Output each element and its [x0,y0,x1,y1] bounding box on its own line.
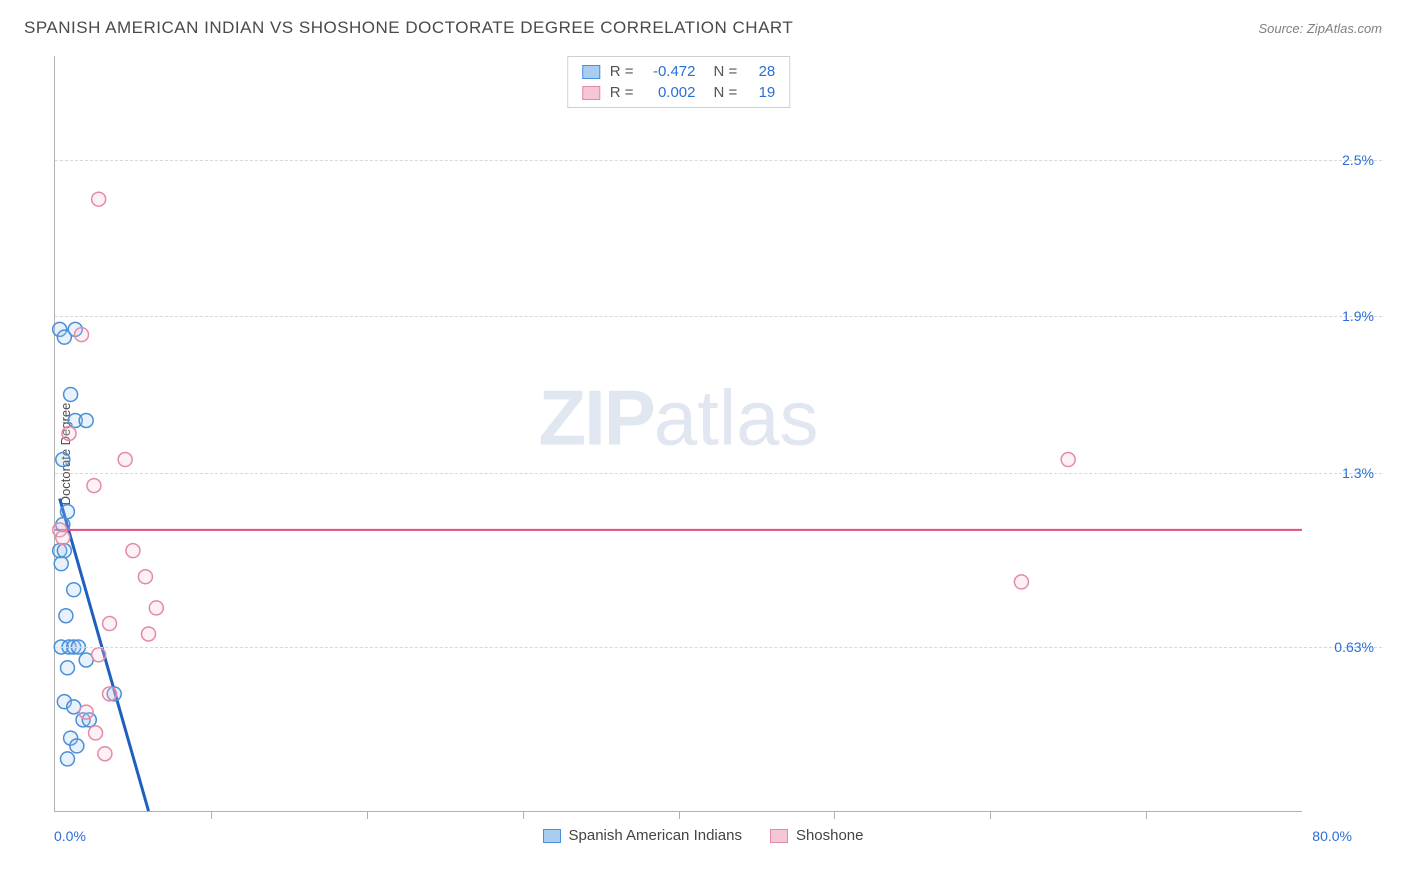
x-tick [834,811,835,819]
x-tick [1146,811,1147,819]
data-point [70,739,84,753]
gridline-h [55,647,1382,648]
data-point [59,609,73,623]
y-tick-label: 2.5% [1342,152,1374,168]
data-point [92,192,106,206]
gridline-h [55,316,1382,317]
data-point [1014,575,1028,589]
gridline-h [55,473,1382,474]
data-point [142,627,156,641]
data-point [92,648,106,662]
data-point [60,505,74,519]
x-tick [367,811,368,819]
legend-swatch [543,829,561,843]
data-point [79,413,93,427]
x-tick [990,811,991,819]
legend-item: Spanish American Indians [543,827,742,844]
chart-area: Doctorate Degree ZIPatlas R =-0.472N =28… [24,56,1382,852]
data-point [79,705,93,719]
data-point [57,544,71,558]
data-point [56,453,70,467]
x-tick [211,811,212,819]
data-point [60,661,74,675]
data-point [126,544,140,558]
legend-label: Spanish American Indians [569,827,742,844]
y-tick-label: 1.9% [1342,308,1374,324]
data-point [62,427,76,441]
x-tick [679,811,680,819]
data-point [64,387,78,401]
y-tick-label: 0.63% [1334,639,1374,655]
source-attribution: Source: ZipAtlas.com [1258,21,1382,36]
data-point [54,557,68,571]
data-point [118,453,132,467]
scatter-svg [55,56,1302,811]
chart-title: SPANISH AMERICAN INDIAN VS SHOSHONE DOCT… [24,18,793,38]
gridline-h [55,160,1382,161]
data-point [138,570,152,584]
data-point [98,747,112,761]
data-point [149,601,163,615]
legend-swatch [770,829,788,843]
data-point [89,726,103,740]
data-point [56,531,70,545]
y-tick-label: 1.3% [1342,465,1374,481]
legend-item: Shoshone [770,827,864,844]
data-point [74,328,88,342]
legend: Spanish American Indians Shoshone [24,827,1382,844]
data-point [60,752,74,766]
data-point [1061,453,1075,467]
data-point [67,583,81,597]
data-point [87,479,101,493]
data-point [103,687,117,701]
x-tick [523,811,524,819]
legend-label: Shoshone [796,827,864,844]
data-point [103,617,117,631]
plot-region: ZIPatlas R =-0.472N =28R =0.002N =19 0.6… [54,56,1302,812]
